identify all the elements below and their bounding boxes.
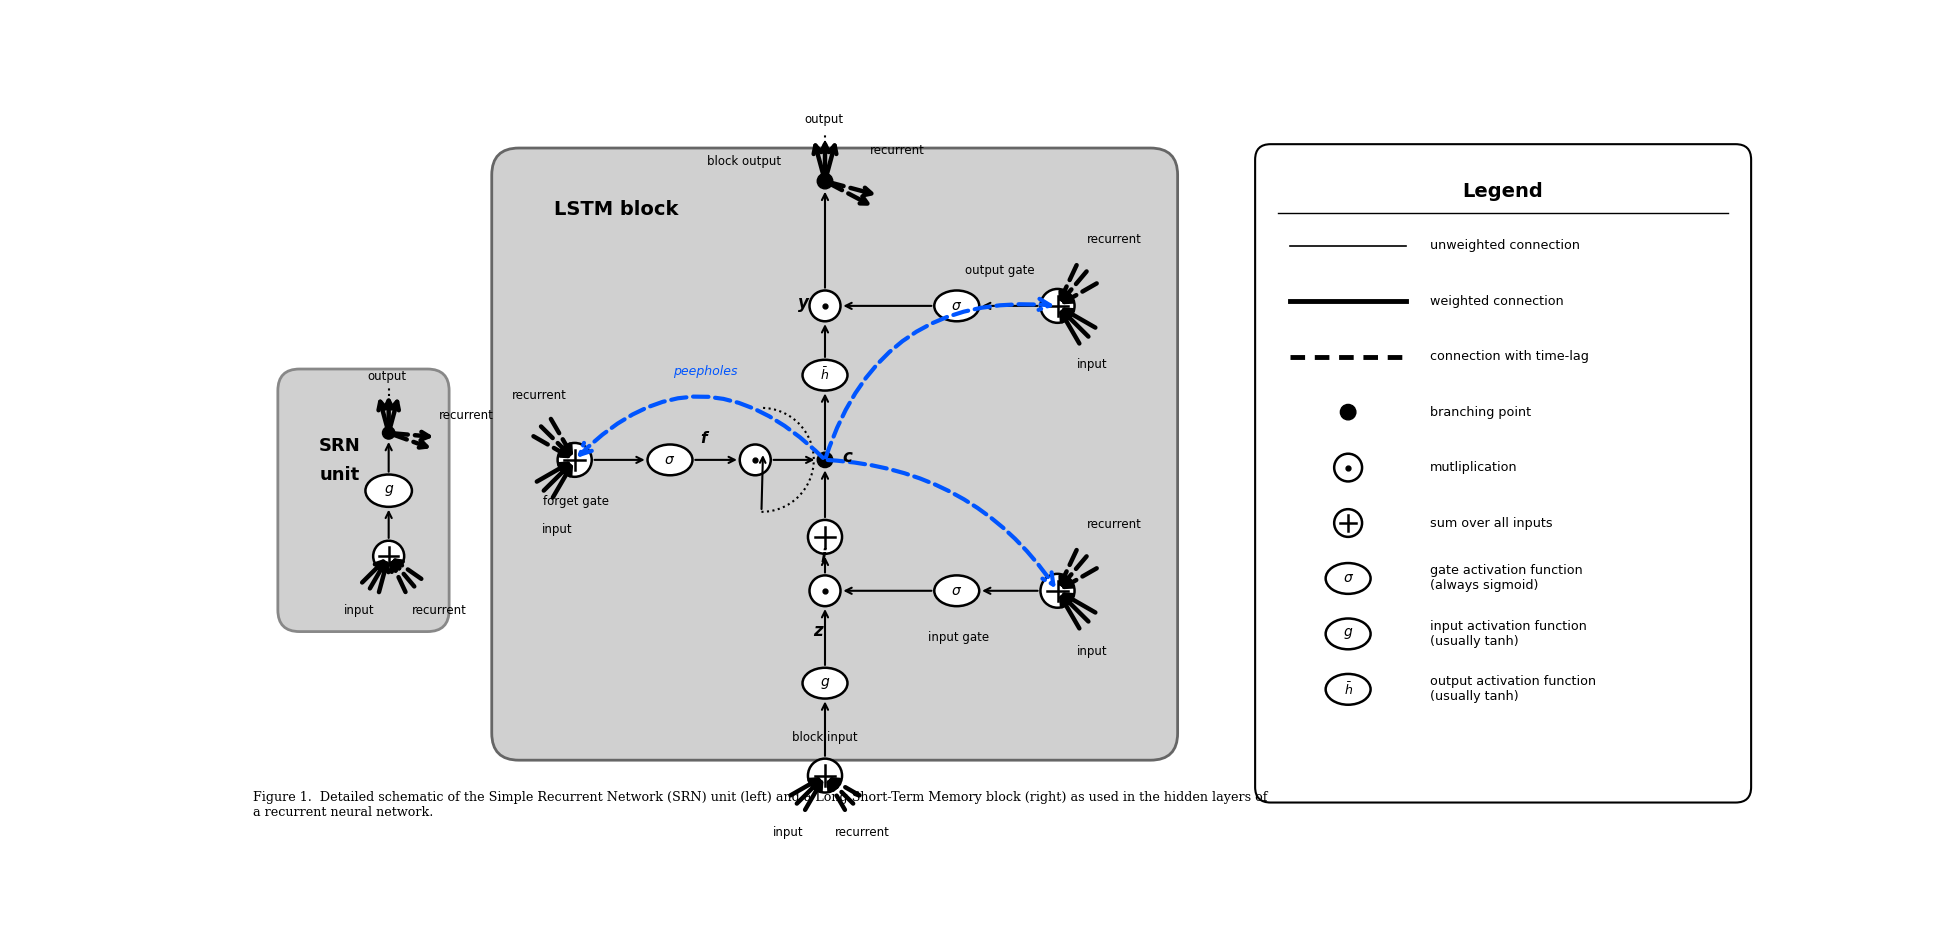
Circle shape [382,427,394,439]
Text: input: input [343,604,374,617]
Circle shape [817,452,833,468]
FancyBboxPatch shape [491,148,1178,761]
Circle shape [1340,404,1355,419]
Text: weighted connection: weighted connection [1429,295,1564,308]
Text: y: y [798,294,809,312]
Ellipse shape [365,474,411,507]
Text: input: input [1076,645,1108,658]
Text: branching point: branching point [1429,405,1531,418]
Text: LSTM block: LSTM block [554,200,679,219]
Text: recurrent: recurrent [835,826,889,839]
Text: gate activation function
(always sigmoid): gate activation function (always sigmoid… [1429,565,1581,593]
Text: unweighted connection: unweighted connection [1429,240,1580,253]
Text: $\bar{h}$: $\bar{h}$ [821,367,829,383]
Text: input gate: input gate [928,631,989,644]
Text: recurrent: recurrent [439,409,493,422]
FancyBboxPatch shape [277,369,448,632]
Text: i: i [821,548,827,566]
Text: forget gate: forget gate [544,495,608,508]
Text: $\sigma$: $\sigma$ [952,299,961,313]
Text: $\bar{h}$: $\bar{h}$ [1344,681,1353,697]
Circle shape [807,759,842,792]
Text: connection with time-lag: connection with time-lag [1429,350,1589,363]
Text: c: c [842,447,852,466]
Ellipse shape [1326,674,1371,705]
Text: $g$: $g$ [1344,626,1353,641]
Text: f: f [700,431,706,445]
Text: unit: unit [320,466,361,485]
Text: sum over all inputs: sum over all inputs [1429,516,1552,529]
Text: $\sigma$: $\sigma$ [1342,571,1353,585]
Text: z: z [813,622,823,640]
Ellipse shape [934,575,979,606]
Text: peepholes: peepholes [673,364,737,377]
Text: block input: block input [792,731,858,744]
Ellipse shape [803,668,848,699]
Text: SRN: SRN [320,437,361,455]
Circle shape [739,445,770,475]
Ellipse shape [934,291,979,322]
Text: $g$: $g$ [384,483,394,499]
Ellipse shape [1326,619,1371,650]
Text: output gate: output gate [965,264,1034,277]
Circle shape [809,291,840,322]
Circle shape [372,541,404,571]
Text: input: input [542,523,573,536]
Text: input: input [1076,358,1108,371]
Text: recurrent: recurrent [870,144,924,157]
Text: $\sigma$: $\sigma$ [665,453,675,467]
FancyArrowPatch shape [579,396,823,458]
Text: recurrent: recurrent [411,604,466,617]
Circle shape [817,173,833,189]
Circle shape [1334,454,1361,482]
Circle shape [809,575,840,606]
Text: output: output [367,370,408,383]
Circle shape [1334,509,1361,537]
Circle shape [1041,289,1074,322]
FancyArrowPatch shape [827,299,1051,458]
FancyArrowPatch shape [827,460,1053,584]
Text: $\sigma$: $\sigma$ [952,583,961,597]
Ellipse shape [647,445,692,475]
Circle shape [558,443,591,477]
Circle shape [1041,574,1074,608]
Ellipse shape [803,360,848,391]
Text: recurrent: recurrent [1086,517,1143,530]
Circle shape [807,520,842,554]
Text: mutliplication: mutliplication [1429,461,1517,474]
Text: output: output [803,113,842,126]
Text: recurrent: recurrent [1086,233,1143,246]
Text: Legend: Legend [1462,183,1544,201]
FancyBboxPatch shape [1256,144,1751,802]
Text: Figure 1.  Detailed schematic of the Simple Recurrent Network (SRN) unit (left) : Figure 1. Detailed schematic of the Simp… [254,791,1268,819]
Text: $g$: $g$ [819,676,831,691]
Ellipse shape [1326,563,1371,594]
Text: recurrent: recurrent [513,390,567,402]
Text: input: input [772,826,803,839]
Text: input activation function
(usually tanh): input activation function (usually tanh) [1429,620,1587,648]
Text: block output: block output [706,156,780,169]
Text: output activation function
(usually tanh): output activation function (usually tanh… [1429,676,1595,704]
